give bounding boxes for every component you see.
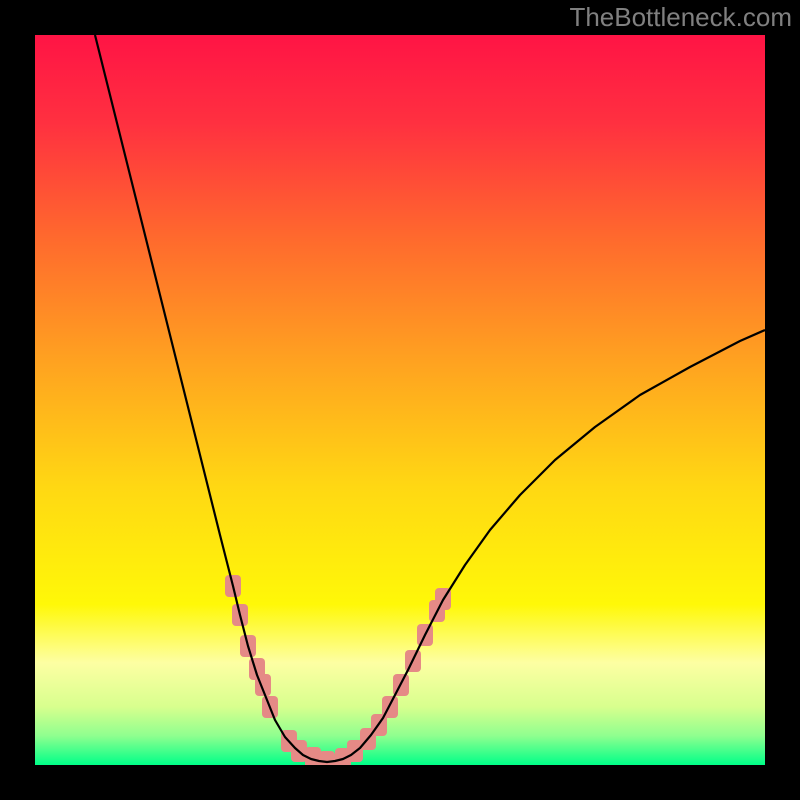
watermark-text: TheBottleneck.com xyxy=(569,2,792,33)
gradient-background xyxy=(35,35,765,765)
chart-frame: TheBottleneck.com xyxy=(0,0,800,800)
chart-svg xyxy=(35,35,765,765)
